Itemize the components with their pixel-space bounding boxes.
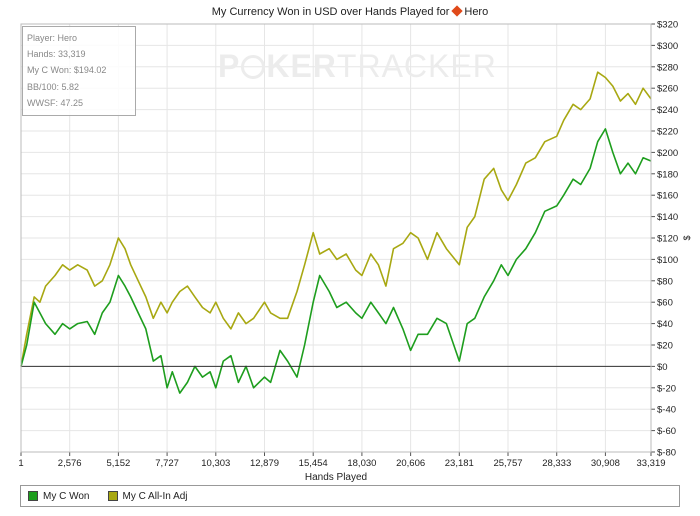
legend-swatch-allin [107,491,118,501]
stats-box: Player: Hero Hands: 33,319 My C Won: $19… [22,26,136,117]
y-tick-label: $20 [657,341,673,352]
chart-title-text: My Currency Won in USD over Hands Played… [211,6,450,18]
watermark-tracker: TRACKER [336,48,497,84]
x-tick-label: 20,606 [396,458,425,469]
watermark-chip-icon [241,55,266,79]
axis-layer: $-80 $-60 $-40 $-20 $0 $20 $40 $60 $80 $100 $120 $1… [18,20,692,484]
y-tick-label: $80 [657,276,673,287]
chart-title-player: Hero [464,6,489,18]
x-tick-label: 23,181 [445,458,474,469]
stat-player: Player: Hero [27,33,78,43]
x-tick-label: 28,333 [542,458,571,469]
x-axis-label: Hands Played [305,472,367,483]
x-tick-label: 18,030 [347,458,376,469]
legend-item-allin[interactable]: My C All-In Adj [107,490,188,502]
series-layer [20,71,652,394]
y-tick-label: $-80 [657,448,676,459]
legend-label-won: My C Won [43,490,90,502]
y-tick-label: $280 [657,62,678,73]
legend: My C Won My C All-In Adj [20,485,680,507]
x-tick-label: 15,454 [299,458,328,469]
y-tick-label: $240 [657,105,678,116]
x-tick-label: 5,152 [107,458,131,469]
legend-swatch-won [28,491,38,501]
y-tick-label: $-20 [657,383,676,394]
y-tick-label: $160 [657,191,678,202]
x-tick-label: 1 [18,458,23,469]
x-tick-label: 10,303 [201,458,230,469]
stat-wwsf: WWSF: 47.25 [27,97,84,108]
x-tick-label: 12,879 [250,458,279,469]
chart-area: $-80 $-60 $-40 $-20 $0 $20 $40 $60 $80 $100 $120 $1… [18,20,692,484]
x-tick-label: 25,757 [493,458,522,469]
x-tick-label: 2,576 [58,458,82,469]
y-tick-label: $180 [657,169,678,180]
chart-title: My Currency Won in USD over Hands Played… [0,5,700,18]
y-tick-label: $140 [657,212,678,223]
pokertracker-watermark: P KERTRACKER [218,48,497,85]
y-tick-label: $300 [657,41,678,52]
y-tick-label: $-40 [657,405,676,416]
series-line-allin [20,71,652,367]
y-axis-label: $ [682,235,692,240]
y-tick-label: $320 [657,20,678,31]
y-tick-label: $0 [657,362,668,373]
y-tick-label: $120 [657,234,678,245]
legend-label-allin: My C All-In Adj [122,490,188,502]
y-tick-label: $60 [657,298,673,309]
y-tick-label: $-60 [657,426,676,437]
stat-bb100: BB/100: 5.82 [27,81,80,92]
y-tick-label: $40 [657,319,673,330]
watermark-ker: KER [266,48,337,84]
y-tick-label: $220 [657,127,678,138]
stat-won: My C Won: $194.02 [27,65,107,76]
y-tick-label: $260 [657,84,678,95]
x-tick-label: 7,727 [155,458,179,469]
x-tick-label: 33,319 [636,458,665,469]
x-tick-label: 30,908 [591,458,620,469]
y-tick-label: $100 [657,255,678,266]
plot-border [20,23,652,453]
legend-item-won[interactable]: My C Won [28,491,90,502]
stat-hands: Hands: 33,319 [27,49,86,60]
watermark-p: P [218,48,241,84]
y-tick-label: $200 [657,148,678,159]
series-line-won [20,128,652,394]
